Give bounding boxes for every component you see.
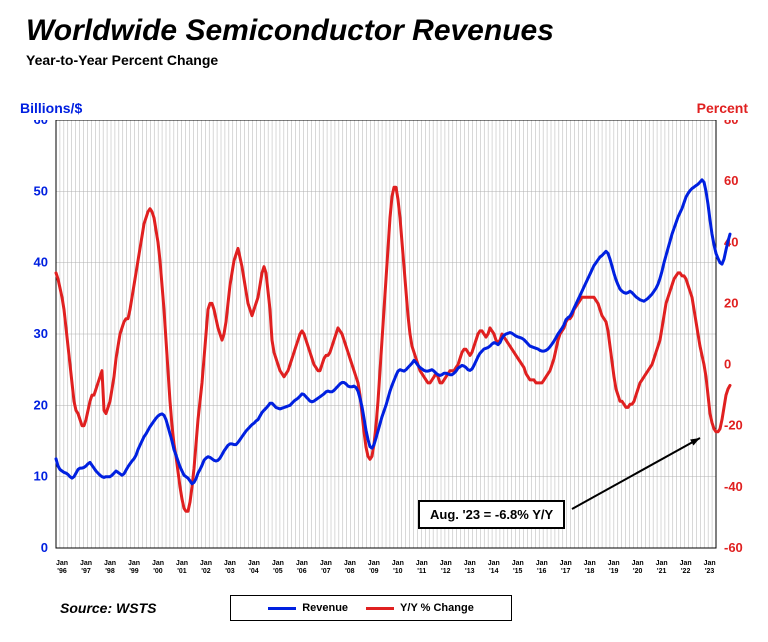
x-tick-label: Jan '09	[368, 560, 380, 584]
x-tick-label: Jan '08	[344, 560, 356, 584]
x-tick-label: Jan '05	[272, 560, 284, 584]
chart-svg: 0102030405060-60-40-20020406080	[20, 120, 748, 560]
x-axis-ticks: Jan '96 Jan '97 Jan '98 Jan '99 Jan '00 Jan '…	[56, 560, 716, 584]
x-tick-label: Jan '18	[584, 560, 596, 584]
x-tick-label: Jan '23	[704, 560, 716, 584]
svg-text:10: 10	[34, 469, 48, 484]
x-tick-label: Jan '22	[680, 560, 692, 584]
svg-text:40: 40	[34, 255, 48, 270]
svg-text:-60: -60	[724, 540, 743, 555]
legend-label-change: Y/Y % Change	[400, 602, 474, 614]
svg-text:0: 0	[41, 540, 48, 555]
x-tick-label: Jan '98	[104, 560, 116, 584]
annotation-text: Aug. '23 = -6.8% Y/Y	[430, 507, 553, 522]
x-tick-label: Jan '21	[656, 560, 668, 584]
svg-text:20: 20	[724, 295, 738, 310]
x-tick-label: Jan '01	[176, 560, 188, 584]
x-tick-label: Jan '10	[392, 560, 404, 584]
y1-axis-label: Billions/$	[20, 100, 82, 116]
svg-text:80: 80	[724, 120, 738, 127]
x-tick-label: Jan '02	[200, 560, 212, 584]
legend-box: Revenue Y/Y % Change	[230, 595, 512, 621]
x-tick-label: Jan '99	[128, 560, 140, 584]
page-subtitle: Year-to-Year Percent Change	[26, 52, 218, 68]
x-tick-label: Jan '04	[248, 560, 260, 584]
chart-container: 0102030405060-60-40-20020406080	[20, 120, 748, 560]
x-tick-label: Jan '13	[464, 560, 476, 584]
x-tick-label: Jan '06	[296, 560, 308, 584]
svg-text:20: 20	[34, 397, 48, 412]
legend-label-revenue: Revenue	[302, 602, 348, 614]
x-tick-label: Jan '20	[632, 560, 644, 584]
svg-text:0: 0	[724, 357, 731, 372]
x-tick-label: Jan '00	[152, 560, 164, 584]
x-tick-label: Jan '07	[320, 560, 332, 584]
svg-text:60: 60	[724, 173, 738, 188]
x-tick-label: Jan '14	[488, 560, 500, 584]
svg-text:30: 30	[34, 326, 48, 341]
y2-axis-label: Percent	[697, 100, 748, 116]
annotation-box: Aug. '23 = -6.8% Y/Y	[418, 500, 565, 529]
svg-text:-40: -40	[724, 479, 743, 494]
page-title: Worldwide Semiconductor Revenues	[26, 14, 554, 48]
x-tick-label: Jan '97	[80, 560, 92, 584]
x-tick-label: Jan '19	[608, 560, 620, 584]
x-tick-label: Jan '96	[56, 560, 68, 584]
source-label: Source: WSTS	[60, 600, 156, 616]
x-tick-label: Jan '11	[416, 560, 428, 584]
svg-text:60: 60	[34, 120, 48, 127]
x-tick-label: Jan '15	[512, 560, 524, 584]
legend-swatch-change	[366, 607, 394, 610]
legend-swatch-revenue	[268, 607, 296, 610]
x-tick-label: Jan '16	[536, 560, 548, 584]
x-tick-label: Jan '12	[440, 560, 452, 584]
x-tick-label: Jan '17	[560, 560, 572, 584]
legend-item-revenue: Revenue	[268, 602, 348, 614]
x-tick-label: Jan '03	[224, 560, 236, 584]
svg-text:-20: -20	[724, 418, 743, 433]
legend-item-change: Y/Y % Change	[366, 602, 474, 614]
svg-text:50: 50	[34, 183, 48, 198]
